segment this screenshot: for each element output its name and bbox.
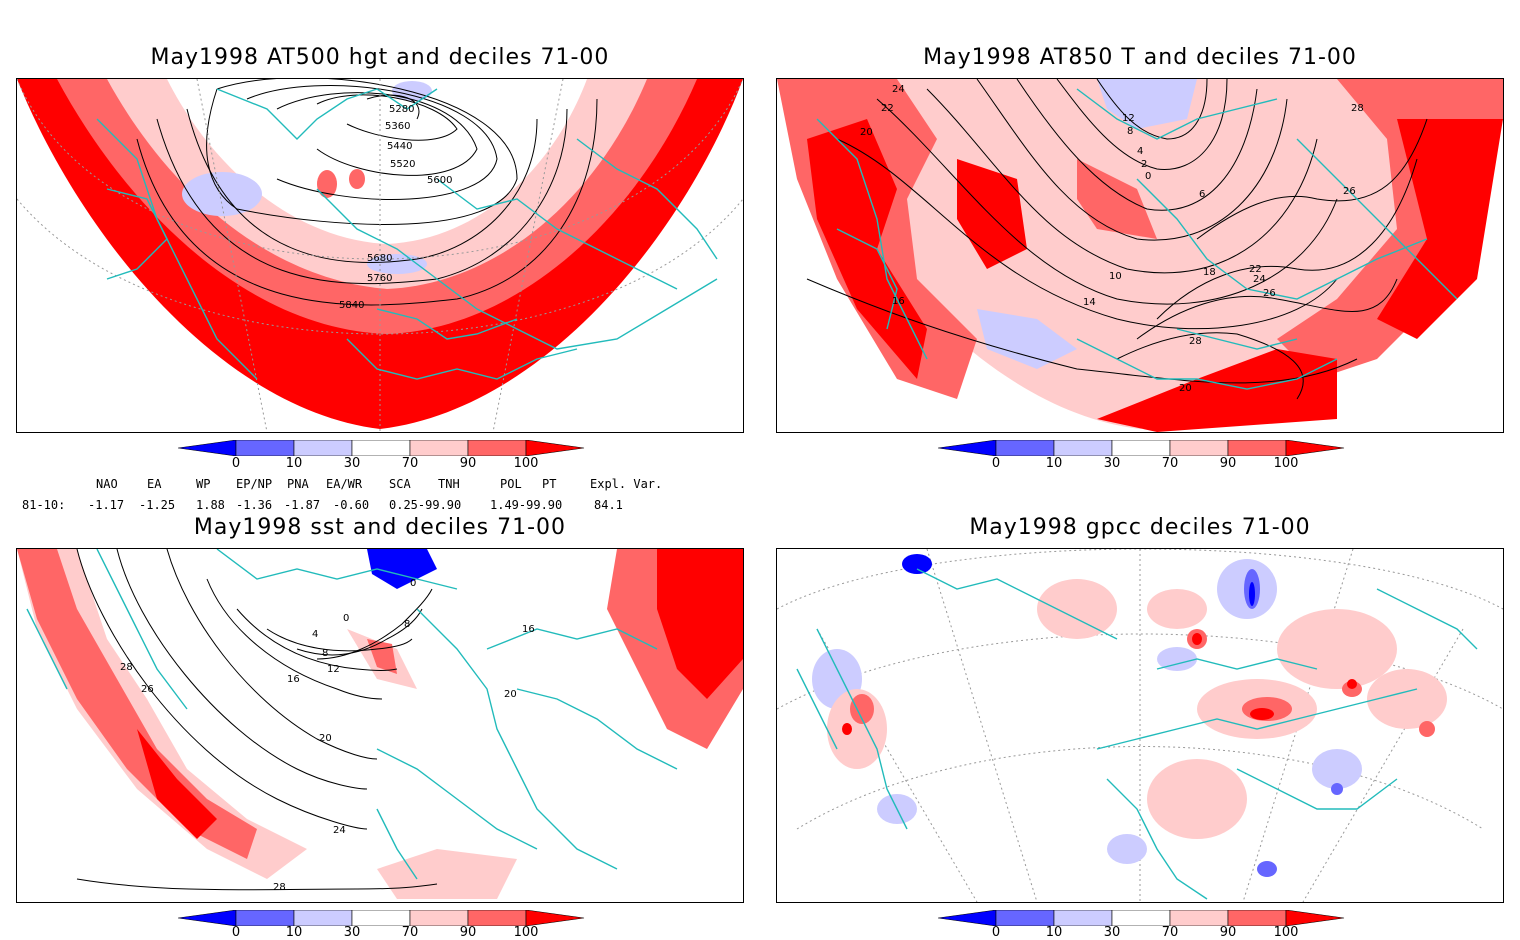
colorbar-tick: 30 (343, 456, 361, 471)
contour-label: 10 (1109, 271, 1122, 282)
map-panel-t850: 24 22 20 16 12 8 4 2 0 6 14 10 18 22 24 … (776, 78, 1504, 433)
contour-label: 16 (522, 624, 535, 635)
index-value-eawr: -0.60 (333, 498, 370, 512)
colorbar-hgt500: 0 10 30 70 90 100 (177, 439, 586, 476)
colorbar-tick: 70 (1161, 456, 1179, 471)
contour-label: 0 (410, 578, 416, 589)
index-value-ea: -1.25 (139, 498, 176, 512)
map-panel-sst: 0 0 4 8 12 16 20 24 28 28 26 8 16 20 (16, 548, 744, 903)
contour-label: 28 (1189, 336, 1202, 347)
index-value-pna: -1.87 (284, 498, 321, 512)
contour-label: 24 (333, 825, 346, 836)
contour-label: 5440 (387, 141, 412, 152)
index-header-explvar: Expl. Var. (590, 477, 663, 491)
contour-label: 26 (1263, 288, 1276, 299)
index-header-tnh: TNH (438, 477, 460, 491)
contour-label: 8 (404, 619, 410, 630)
contour-label: 16 (287, 674, 300, 685)
colorbar-tick: 30 (1103, 925, 1121, 940)
panel-title-hgt500: May1998 AT500 hgt and deciles 71-00 (150, 45, 610, 70)
index-header-ea: EA (147, 477, 162, 491)
contour-label: 0 (343, 613, 349, 624)
index-row-label: 81-10: (22, 498, 66, 512)
contour-label: 6 (1199, 189, 1205, 200)
contour-label: 5520 (390, 159, 415, 170)
panel-title-t850: May1998 AT850 T and deciles 71-00 (923, 45, 1357, 70)
colorbar-tick: 70 (401, 456, 419, 471)
contour-label: 22 (881, 103, 894, 114)
index-header-pol: POL (500, 477, 522, 491)
colorbar-tick: 70 (1161, 925, 1179, 940)
index-value-sca: 0.25-99.90 (389, 498, 462, 512)
contour-label: 4 (312, 629, 318, 640)
colorbar-tick: 90 (459, 456, 477, 471)
colorbar-tick: 0 (231, 456, 241, 471)
index-header-nao: NAO (96, 477, 118, 491)
contour-label: 5280 (389, 104, 414, 115)
colorbar-tick: 70 (401, 925, 419, 940)
contour-label: 2 (1141, 159, 1147, 170)
panel-title-sst: May1998 sst and deciles 71-00 (193, 515, 567, 540)
colorbar-gpcc: 0 10 30 70 90 100 (937, 909, 1346, 940)
contour-label: 4 (1137, 146, 1143, 157)
contour-label: 8 (1127, 126, 1133, 137)
colorbar-tick: 10 (285, 925, 303, 940)
colorbar-tick: 10 (1045, 456, 1063, 471)
index-header-sca: SCA (389, 477, 411, 491)
contour-label: 24 (892, 84, 905, 95)
index-header-eawr: EA/WR (326, 477, 363, 491)
colorbar-tick: 90 (1219, 456, 1237, 471)
index-header-pna: PNA (287, 477, 309, 491)
colorbar-t850: 0 10 30 70 90 100 (937, 439, 1346, 476)
contour-label: 26 (141, 684, 154, 695)
contour-label: 18 (1203, 267, 1216, 278)
contour-label: 8 (322, 648, 328, 659)
map-panel-gpcc (776, 548, 1504, 903)
colorbar-tick: 90 (1219, 925, 1237, 940)
contour-label: 5760 (367, 273, 392, 284)
colorbar-tick: 30 (343, 925, 361, 940)
contour-label: 12 (1122, 113, 1135, 124)
contour-label: 0 (1145, 171, 1151, 182)
contour-label: 5840 (339, 300, 364, 311)
colorbar-tick: 0 (231, 925, 241, 940)
contour-label: 26 (1343, 186, 1356, 197)
index-value-epnp: -1.36 (236, 498, 273, 512)
contour-label: 14 (1083, 297, 1096, 308)
contour-label: 28 (120, 662, 133, 673)
map-panel-hgt500: 5280 5360 5440 5520 5600 5680 5760 5840 (16, 78, 744, 433)
contour-label: 20 (504, 689, 517, 700)
colorbar-tick: 10 (285, 456, 303, 471)
index-value-nao: -1.17 (88, 498, 125, 512)
colorbar-tick: 100 (513, 456, 539, 471)
contour-label: 5600 (427, 175, 452, 186)
contour-label: 28 (1351, 103, 1364, 114)
contour-label: 20 (860, 127, 873, 138)
index-value-wp: 1.88 (196, 498, 225, 512)
index-value-explvar: 84.1 (594, 498, 623, 512)
contour-label: 20 (319, 733, 332, 744)
index-header-epnp: EP/NP (236, 477, 273, 491)
contour-label: 5360 (385, 121, 410, 132)
colorbar-tick: 10 (1045, 925, 1063, 940)
panel-title-gpcc: May1998 gpcc deciles 71-00 (969, 515, 1311, 540)
contour-label: 5680 (367, 253, 392, 264)
contour-label: 12 (327, 664, 340, 675)
colorbar-sst: 0 10 30 70 90 100 (177, 909, 586, 940)
colorbar-tick: 100 (1273, 925, 1299, 940)
colorbar-tick: 100 (1273, 456, 1299, 471)
contour-label: 28 (273, 882, 286, 893)
contour-label: 20 (1179, 383, 1192, 394)
colorbar-tick: 0 (991, 925, 1001, 940)
contour-label: 16 (892, 296, 905, 307)
contour-label: 24 (1253, 274, 1266, 285)
colorbar-tick: 100 (513, 925, 539, 940)
colorbar-tick: 0 (991, 456, 1001, 471)
colorbar-tick: 90 (459, 925, 477, 940)
index-header-pt: PT (542, 477, 557, 491)
index-header-wp: WP (196, 477, 211, 491)
colorbar-tick: 30 (1103, 456, 1121, 471)
contour-label: 22 (1249, 264, 1262, 275)
index-value-pol: 1.49-99.90 (490, 498, 563, 512)
